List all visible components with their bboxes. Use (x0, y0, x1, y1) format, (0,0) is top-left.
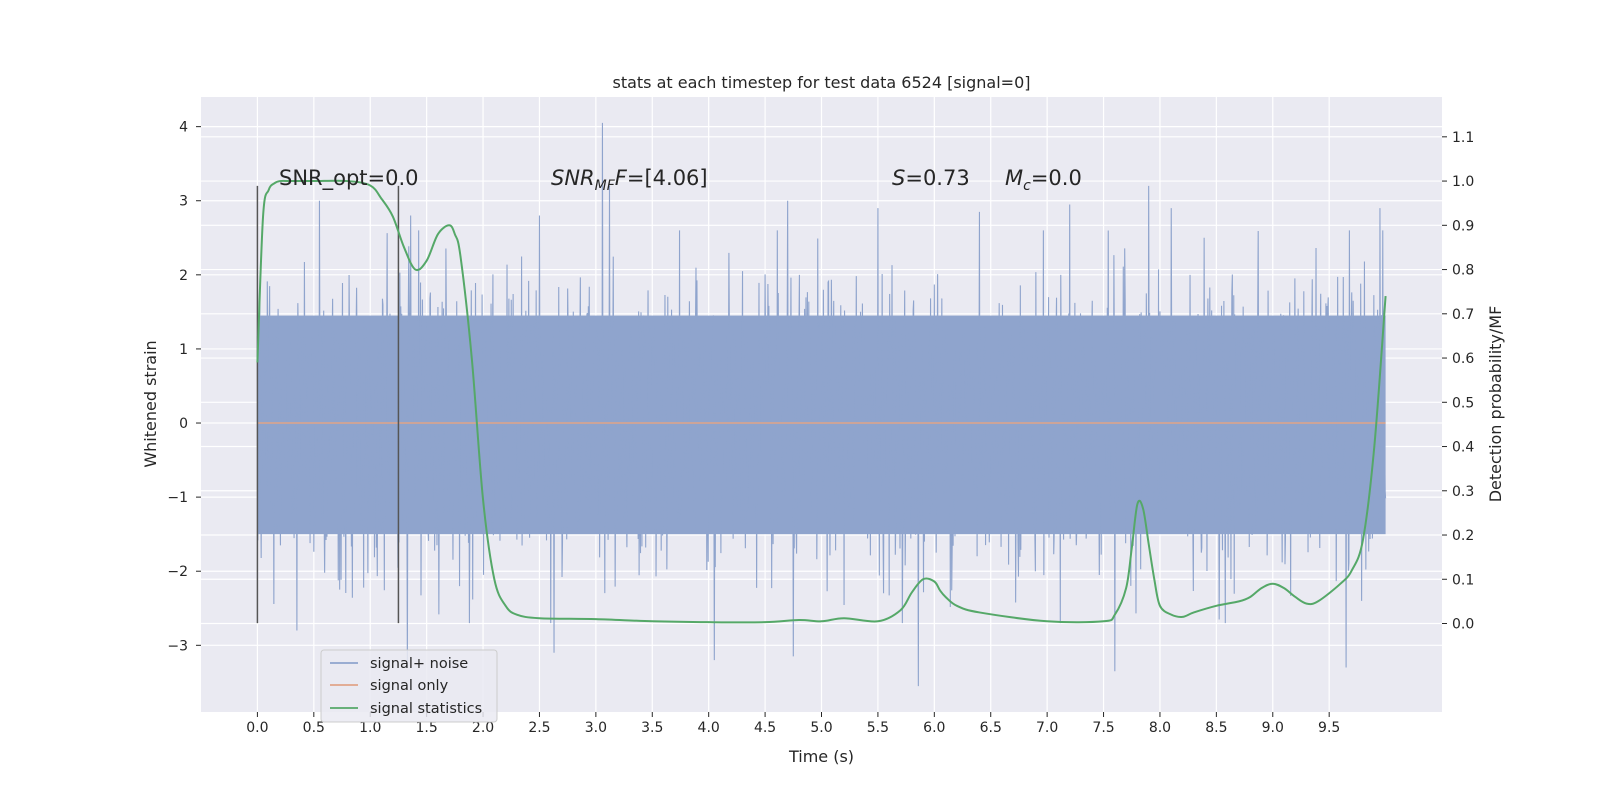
y-tick-label: −1 (167, 490, 188, 506)
snr-mf-subscript: MF (595, 178, 616, 194)
s-symbol: S (892, 166, 905, 190)
series-signal-noise (256, 122, 1387, 687)
y2-tick-label: 0.6 (1452, 351, 1474, 367)
noise-line (256, 122, 1387, 687)
legend-label-signal-noise: signal+ noise (370, 656, 468, 672)
y-tick-label: −3 (167, 638, 188, 654)
x-tick-label: 4.0 (698, 720, 720, 736)
y2-tick-label: 0.8 (1452, 263, 1474, 279)
x-tick-label: 2.0 (472, 720, 494, 736)
snr-mf-base: SNR (551, 166, 595, 190)
x-tick-label: 8.0 (1149, 720, 1171, 736)
mc-subscript: c (1023, 178, 1031, 194)
x-axis-ticks: 0.0 0.5 1.0 1.5 2.0 2.5 3.0 3.5 4.0 4.5 5.0 5.5 6.0 6… (246, 712, 1340, 736)
y-tick-label: 0 (179, 416, 188, 432)
y2-axis-label: Detection probability/MF (1486, 306, 1505, 503)
legend-label-signal-only: signal only (370, 678, 449, 694)
annotation-snr-mf: SNRMFF=[4.06] (551, 166, 708, 194)
y-axis-ticks: 4 3 2 1 0 −1 −2 −3 (167, 120, 201, 654)
x-tick-label: 7.5 (1092, 720, 1114, 736)
statistics-line (256, 179, 1387, 624)
y2-tick-label: 1.1 (1452, 130, 1474, 146)
y2-tick-label: 0.3 (1452, 484, 1474, 500)
x-tick-label: 6.5 (980, 720, 1002, 736)
y-tick-label: −2 (167, 564, 188, 580)
legend-label-signal-statistics: signal statistics (370, 701, 482, 717)
s-value: =0.73 (905, 166, 969, 190)
x-tick-label: 6.0 (923, 720, 945, 736)
y2-tick-label: 0.7 (1452, 307, 1474, 323)
legend: signal+ noise signal only signal statist… (320, 649, 498, 723)
x-axis-label: Time (s) (788, 747, 854, 766)
y-tick-label: 3 (179, 194, 188, 210)
x-tick-label: 8.5 (1205, 720, 1227, 736)
y2-tick-label: 0.1 (1452, 572, 1474, 588)
x-tick-label: 4.5 (754, 720, 776, 736)
x-tick-label: 2.5 (528, 720, 550, 736)
mc-symbol: M (1005, 166, 1023, 190)
x-tick-label: 9.0 (1262, 720, 1284, 736)
y2-axis-ticks: 1.1 1.0 0.9 0.8 0.7 0.6 0.5 0.4 0.3 0.2 0.1 0.0 (1442, 130, 1474, 633)
window-markers (256, 185, 400, 624)
x-tick-label: 7.0 (1036, 720, 1058, 736)
y2-tick-label: 0.9 (1452, 218, 1474, 234)
y-axis-label: Whitened strain (141, 340, 160, 467)
y-tick-label: 1 (179, 342, 188, 358)
x-tick-label: 9.5 (1318, 720, 1340, 736)
annotation-mc: Mc=0.0 (1005, 166, 1082, 194)
y2-tick-label: 0.5 (1452, 395, 1474, 411)
x-tick-label: 3.5 (641, 720, 663, 736)
series-signal-statistics (256, 179, 1387, 624)
chart-title: stats at each timestep for test data 652… (612, 73, 1030, 92)
y2-tick-label: 0.4 (1452, 440, 1474, 456)
y-tick-label: 4 (179, 120, 188, 136)
legend-box (320, 649, 498, 723)
x-tick-label: 5.0 (810, 720, 832, 736)
snr-mf-f: F (615, 166, 628, 190)
y2-tick-label: 0.2 (1452, 528, 1474, 544)
snr-mf-value: =[4.06] (627, 166, 708, 190)
x-tick-label: 3.0 (585, 720, 607, 736)
x-tick-label: 1.5 (416, 720, 438, 736)
x-tick-label: 0.0 (246, 720, 268, 736)
y-tick-label: 2 (179, 268, 188, 284)
x-tick-label: 1.0 (359, 720, 381, 736)
annotation-s: S=0.73 (892, 166, 970, 190)
x-tick-label: 5.5 (867, 720, 889, 736)
x-tick-label: 0.5 (303, 720, 325, 736)
annotation-snr-opt: SNR_opt=0.0 (279, 166, 419, 191)
y2-tick-label: 0.0 (1452, 617, 1474, 633)
mc-value: =0.0 (1031, 166, 1082, 190)
y2-tick-label: 1.0 (1452, 174, 1474, 190)
